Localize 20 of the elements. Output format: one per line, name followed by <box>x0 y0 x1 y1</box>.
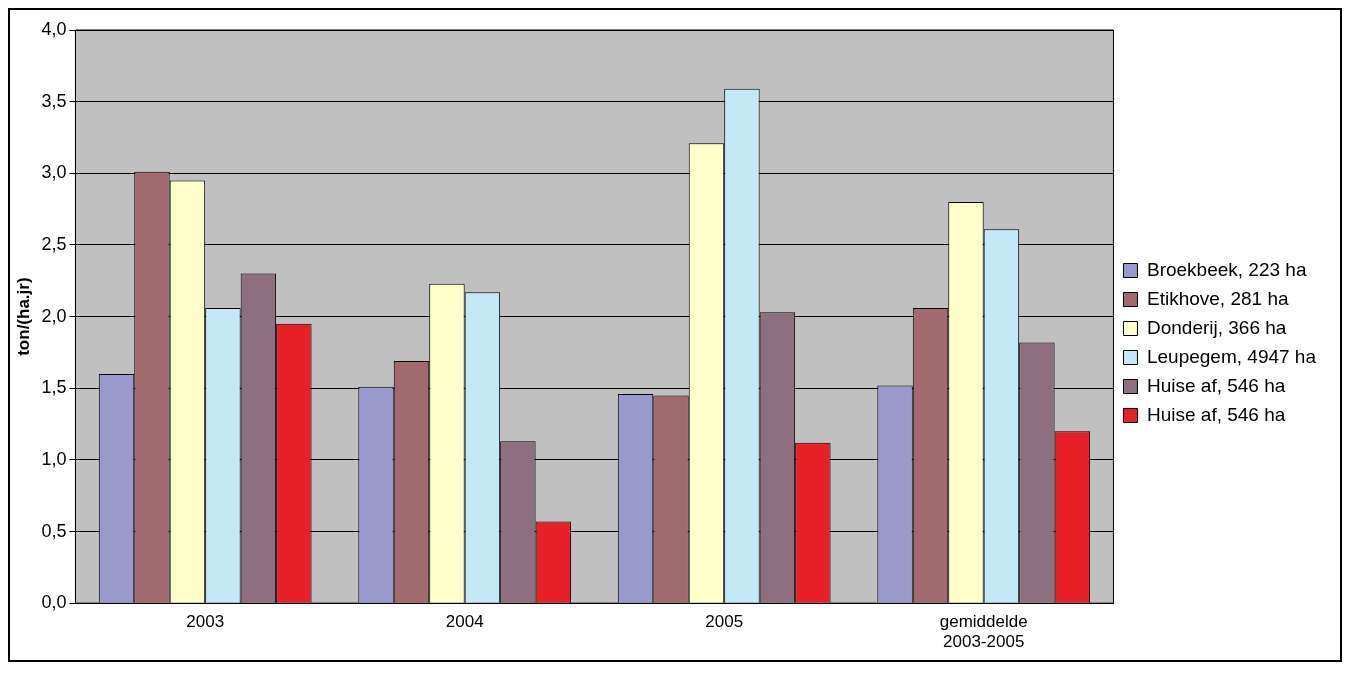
y-tick-label: 1,0 <box>41 448 67 469</box>
x-tick-label: 2004 <box>445 612 484 632</box>
legend-label: Donderij, 366 ha <box>1146 316 1287 338</box>
y-tick-label: 0,0 <box>41 592 67 613</box>
y-tick-label: 1,5 <box>41 377 67 398</box>
legend-label: Leupegem, 4947 ha <box>1146 345 1317 367</box>
legend-label: Etikhove, 281 ha <box>1146 287 1289 309</box>
y-axis-title: ton/(ha.jr) <box>13 277 33 356</box>
y-tick-label: 3,5 <box>41 90 67 111</box>
y-tick-label: 2,0 <box>41 305 67 326</box>
legend-label: Huise af, 546 ha <box>1146 403 1286 425</box>
legend-label: Broekbeek, 223 ha <box>1146 258 1307 280</box>
y-tick-label: 2,5 <box>41 233 67 254</box>
y-tick-label: 0,5 <box>41 520 67 541</box>
legend-label: Huise af, 546 ha <box>1146 374 1286 396</box>
y-tick-label: 3,0 <box>41 162 67 183</box>
y-tick-label: 4,0 <box>41 18 67 39</box>
x-tick-label: 2005 <box>705 612 744 632</box>
x-tick-label: gemiddelde 2003-2005 <box>939 612 1028 652</box>
x-tick-label: 2003 <box>186 612 225 632</box>
